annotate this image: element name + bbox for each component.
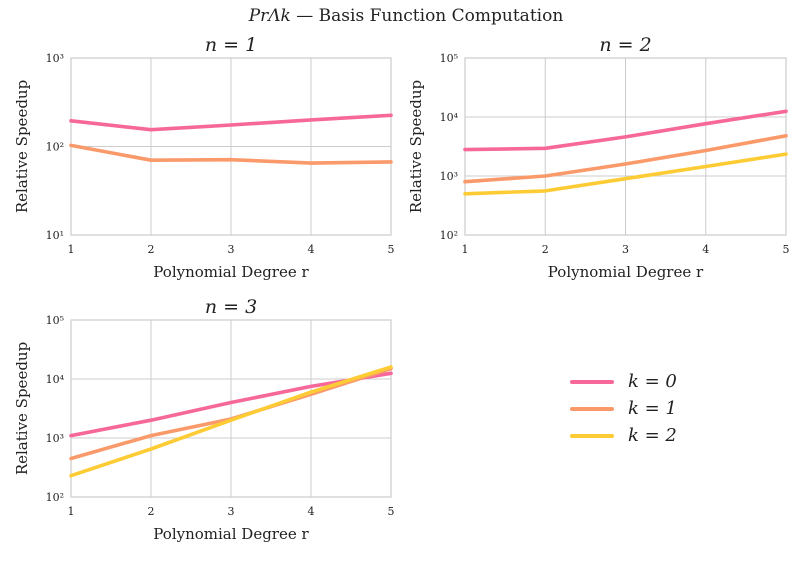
panel-1-ytick-label: 10³	[46, 52, 64, 65]
legend-label-k2: k = 2	[628, 425, 677, 446]
panel-3-ytick-label: 10⁴	[46, 373, 65, 386]
panel-1-xtick-label: 2	[148, 243, 155, 256]
panel-3-ytick-label: 10⁵	[46, 314, 64, 327]
figure-title-symbol: PrΛk	[248, 6, 291, 26]
panel-1-series-k0	[69, 113, 393, 132]
panel-1-xlabel: Polynomial Degree r	[153, 263, 309, 281]
panel-1-xtick-label: 5	[388, 243, 395, 256]
panel-1-series-k1	[69, 143, 393, 165]
panel-2-series-k2	[463, 152, 788, 196]
panel-1-ytick-label: 10²	[46, 141, 64, 154]
panel-3-xtick-label: 2	[148, 505, 155, 518]
legend-entry-k0: k = 0	[570, 368, 677, 395]
panel-2-xtick-label: 1	[462, 243, 469, 256]
panel-3-xtick-label: 4	[308, 505, 315, 518]
panel-2-xtick-label: 5	[783, 243, 790, 256]
panel-2-xtick-label: 3	[622, 243, 629, 256]
panel-3-ytick-label: 10³	[46, 432, 64, 445]
panel-3-title: n = 3	[205, 296, 257, 318]
panel-2-frame	[464, 57, 787, 236]
legend-swatch-k2	[570, 433, 614, 438]
panel-2-series-k1	[463, 134, 788, 184]
panel-2-series-k0	[463, 109, 788, 152]
panel-1-xtick-label: 4	[308, 243, 315, 256]
panel-1-xtick-label: 1	[68, 243, 75, 256]
panel-1-ylabel: Relative Speedup	[13, 80, 31, 213]
legend-entry-k2: k = 2	[570, 422, 677, 449]
legend: k = 0 k = 1 k = 2	[570, 368, 677, 449]
panel-2-ytick-label: 10⁵	[440, 52, 458, 65]
panel-2-ylabel: Relative Speedup	[407, 80, 425, 213]
panel-1-title: n = 1	[205, 34, 257, 56]
panel-1-ytick-label: 10¹	[46, 229, 64, 242]
panel-3-xtick-label: 5	[388, 505, 395, 518]
panel-3-series-k2	[69, 365, 393, 478]
legend-swatch-k0	[570, 379, 614, 384]
panel-3-frame	[70, 319, 392, 498]
panel-3-xlabel: Polynomial Degree r	[153, 525, 309, 543]
panel-1-xtick-label: 3	[228, 243, 235, 256]
legend-swatch-k1	[570, 406, 614, 411]
panel-3-xtick-label: 3	[228, 505, 235, 518]
figure-title-text: — Basis Function Computation	[290, 6, 564, 26]
panel-3-ytick-label: 10²	[46, 491, 64, 504]
legend-entry-k1: k = 1	[570, 395, 677, 422]
panel-2-xtick-label: 4	[702, 243, 709, 256]
legend-label-k1: k = 1	[628, 398, 677, 419]
panel-2-ytick-label: 10³	[440, 170, 458, 183]
panel-2-xlabel: Polynomial Degree r	[548, 263, 704, 281]
panel-2-ytick-label: 10²	[440, 229, 458, 242]
figure-title: PrΛk — Basis Function Computation	[0, 6, 812, 26]
legend-label-k0: k = 0	[628, 371, 677, 392]
panel-3-xtick-label: 1	[68, 505, 75, 518]
panel-2-ytick-label: 10⁴	[440, 111, 459, 124]
panel-3-ylabel: Relative Speedup	[13, 342, 31, 475]
panel-2-title: n = 2	[599, 34, 651, 56]
panel-2-xtick-label: 2	[542, 243, 549, 256]
